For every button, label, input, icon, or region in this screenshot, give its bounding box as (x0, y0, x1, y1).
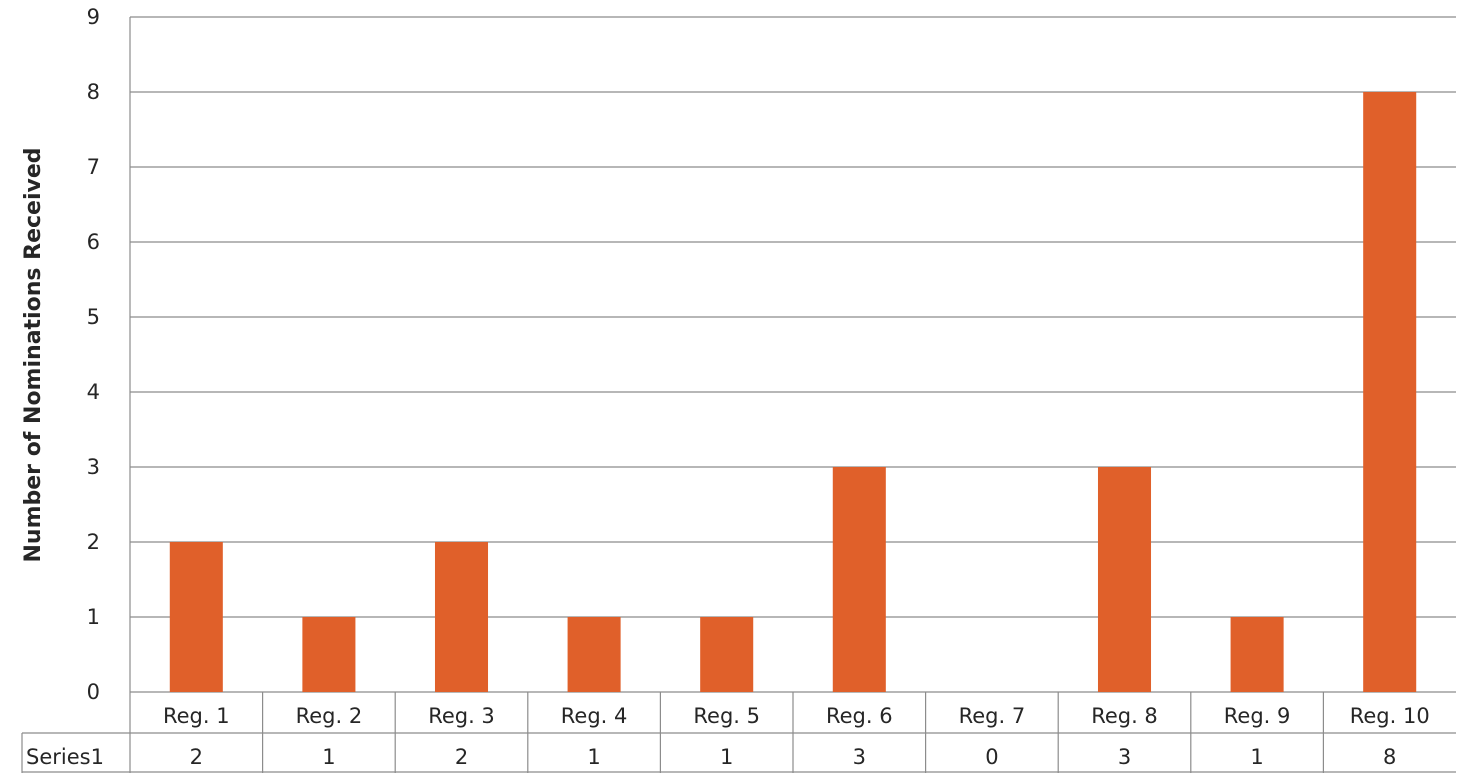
table-value-5: 1 (720, 745, 733, 769)
category-label-6: Reg. 6 (826, 704, 893, 728)
bar-5 (700, 617, 754, 692)
table-value-8: 3 (1118, 745, 1131, 769)
category-label-9: Reg. 9 (1224, 704, 1291, 728)
category-label-3: Reg. 3 (428, 704, 495, 728)
bar-2 (302, 617, 356, 692)
category-label-4: Reg. 4 (561, 704, 628, 728)
bar-3 (434, 542, 489, 692)
series-name-label: Series1 (26, 745, 104, 769)
category-label-5: Reg. 5 (693, 704, 760, 728)
table-value-10: 8 (1383, 745, 1396, 769)
table-value-7: 0 (985, 745, 998, 769)
y-tick-label-1: 1 (87, 605, 100, 629)
bar-6 (832, 467, 886, 692)
y-tick-label-8: 8 (87, 80, 100, 104)
table-value-9: 1 (1250, 745, 1263, 769)
table-value-2: 1 (322, 745, 335, 769)
y-tick-label-2: 2 (87, 530, 100, 554)
y-axis-label: Number of Nominations Received (21, 148, 46, 563)
y-tick-label-4: 4 (87, 380, 100, 404)
category-label-2: Reg. 2 (296, 704, 363, 728)
table-value-3: 2 (455, 745, 468, 769)
table-value-4: 1 (587, 745, 600, 769)
table-value-1: 2 (190, 745, 203, 769)
category-label-7: Reg. 7 (959, 704, 1026, 728)
bar-9 (1230, 617, 1284, 692)
y-tick-label-0: 0 (87, 680, 100, 704)
bar-1 (169, 542, 223, 692)
bar-8 (1097, 467, 1152, 692)
y-tick-label-5: 5 (87, 305, 100, 329)
bar-10 (1363, 92, 1417, 692)
y-tick-label-3: 3 (87, 455, 100, 479)
category-label-10: Reg. 10 (1350, 704, 1430, 728)
y-tick-label-7: 7 (87, 155, 100, 179)
table-value-6: 3 (853, 745, 866, 769)
bar-4 (567, 617, 621, 692)
category-label-8: Reg. 8 (1091, 704, 1158, 728)
y-tick-label-9: 9 (87, 5, 100, 29)
category-label-1: Reg. 1 (163, 704, 230, 728)
y-tick-label-6: 6 (87, 230, 100, 254)
